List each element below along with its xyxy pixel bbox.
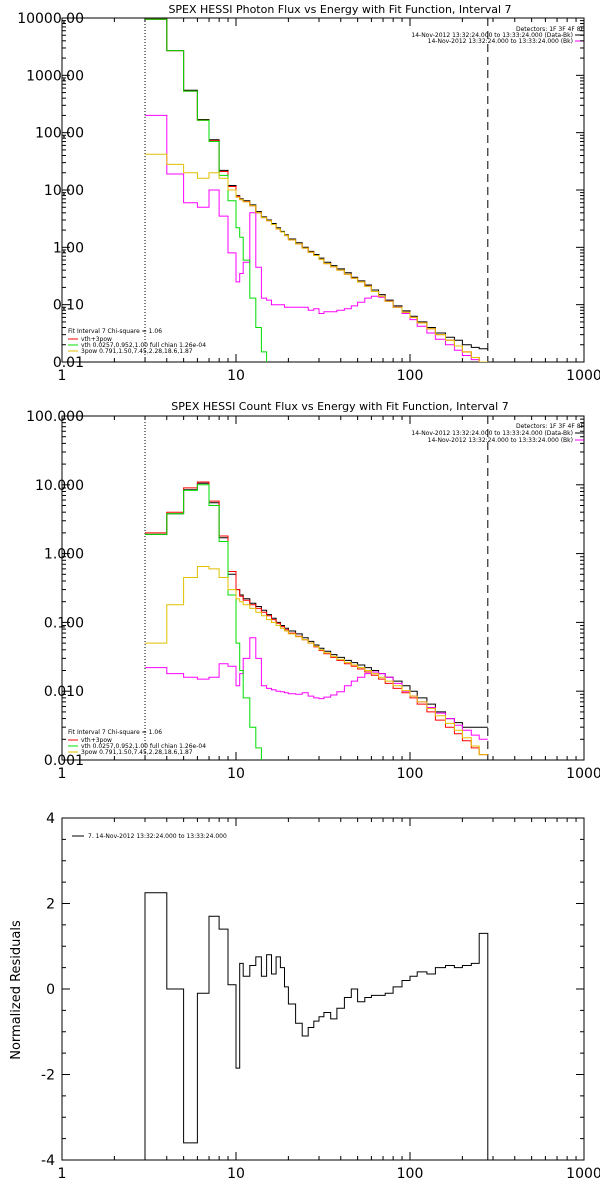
photon-x-tick-label: 1000 bbox=[566, 368, 600, 384]
residuals-x-tick-labels: 1 10 100 1000 bbox=[58, 1166, 600, 1182]
photon-flux-title: SPEX HESSI Photon Flux vs Energy with Fi… bbox=[168, 3, 511, 16]
photon-x-tick-label: 10 bbox=[227, 368, 245, 384]
count-x-tick-label: 100 bbox=[397, 766, 424, 782]
count-x-tick-label: 1 bbox=[58, 766, 67, 782]
count-y-tick-label: 0.010 bbox=[44, 684, 84, 700]
count-legend-top: Detectors: 1F 3F 4F 8F 14-Nov-2012 13:32… bbox=[411, 423, 584, 444]
residuals-series-0 bbox=[144, 892, 489, 1160]
photon-y-tick-label: 10.00 bbox=[44, 183, 84, 199]
photon-x-tick-labels: 1 10 100 1000 bbox=[58, 368, 600, 384]
photon-legend-3pow: 3pow 0.791,1.50,7.45,2.28,18.6,1.87 bbox=[81, 348, 193, 355]
photon-flux-panel: SPEX HESSI Photon Flux vs Energy with Fi… bbox=[17, 3, 600, 384]
residuals-y-tick-label: 4 bbox=[46, 811, 55, 827]
residuals-x-tick-label: 1 bbox=[58, 1166, 67, 1182]
count-series-3 bbox=[145, 484, 262, 760]
residuals-x-tick-label: 10 bbox=[227, 1166, 245, 1182]
residuals-legend-text: 7. 14-Nov-2012 13:32:24.000 to 13:33:24.… bbox=[88, 833, 227, 840]
residuals-y-tick-label: 2 bbox=[46, 897, 55, 913]
photon-y-tick-label: 1000.00 bbox=[26, 68, 84, 84]
residuals-y-tick-label: 0 bbox=[46, 982, 55, 998]
residuals-y-tick-label: -4 bbox=[41, 1153, 55, 1169]
count-series-0 bbox=[145, 482, 488, 728]
photon-legend-bk: 14-Nov-2012 13:32:24.000 to 13:33:24.000… bbox=[428, 38, 573, 45]
count-series-4 bbox=[145, 566, 488, 756]
count-legend-bottom: Fit Interval 7 Chi-square = 1.06 vth+3po… bbox=[68, 729, 206, 756]
residuals-y-axis-label: Normalized Residuals bbox=[9, 920, 24, 1060]
photon-axes-frame bbox=[61, 17, 585, 363]
count-legend-total: vth+3pow bbox=[81, 737, 112, 744]
photon-y-tick-label: 1.00 bbox=[53, 240, 84, 256]
photon-y-ticks bbox=[62, 20, 584, 363]
count-legend-bk: 14-Nov-2012 13:32:24.000 to 13:33:24.000… bbox=[428, 437, 573, 444]
photon-y-tick-label: 0.10 bbox=[53, 298, 84, 314]
photon-y-tick-labels: 0.01 0.10 1.00 10.00 100.00 1000.00 1000… bbox=[17, 11, 84, 371]
residuals-y-ticks bbox=[62, 817, 584, 1161]
photon-y-tick-label: 10000.00 bbox=[17, 11, 84, 27]
count-x-tick-labels: 1 10 100 1000 bbox=[58, 766, 600, 782]
photon-x-tick-label: 1 bbox=[58, 368, 67, 384]
residuals-y-tick-label: -2 bbox=[41, 1068, 55, 1084]
count-fit-interval: Fit Interval 7 Chi-square = 1.06 bbox=[68, 729, 162, 736]
count-legend-3pow: 3pow 0.791,1.50,7.45,2.28,18.6,1.87 bbox=[81, 749, 193, 756]
residuals-axes-frame bbox=[61, 817, 585, 1161]
residuals-x-tick-label: 1000 bbox=[566, 1166, 600, 1182]
count-axes-frame bbox=[61, 415, 585, 761]
photon-y-tick-label: 0.01 bbox=[53, 355, 84, 371]
count-legend-data-bk: 14-Nov-2012 13:32:24.000 to 13:33:24.000… bbox=[411, 430, 573, 437]
count-y-ticks bbox=[62, 418, 584, 761]
photon-series-4 bbox=[145, 153, 488, 362]
photon-legend-top: Detectors: 1F 3F 4F 8F 14-Nov-2012 13:32… bbox=[411, 26, 584, 45]
residuals-panel: Normalized Residuals -4 -2 0 2 4 1 10 10… bbox=[9, 811, 600, 1182]
count-flux-panel: SPEX HESSI Count Flux vs Energy with Fit… bbox=[26, 400, 600, 782]
residuals-y-tick-labels: -4 -2 0 2 4 bbox=[41, 811, 55, 1169]
count-y-tick-label: 0.100 bbox=[44, 615, 84, 631]
photon-x-tick-label: 100 bbox=[397, 368, 424, 384]
count-legend-vth: vth 0.0257,0.952,1.00 full chian 1.26e-0… bbox=[81, 743, 206, 750]
count-legend-detectors: Detectors: 1F 3F 4F 8F bbox=[516, 423, 585, 430]
count-series-1 bbox=[145, 481, 488, 756]
count-y-tick-label: 10.000 bbox=[35, 478, 84, 494]
photon-legend-detectors: Detectors: 1F 3F 4F 8F bbox=[516, 26, 585, 33]
photon-legend-total: vth+3pow bbox=[81, 336, 112, 343]
photon-series-3 bbox=[145, 18, 268, 362]
count-x-tick-label: 1000 bbox=[566, 766, 600, 782]
residuals-x-tick-label: 100 bbox=[397, 1166, 424, 1182]
count-y-tick-label: 1.000 bbox=[44, 547, 84, 563]
photon-series-1 bbox=[145, 18, 488, 362]
photon-legend-vth: vth 0.0257,0.952,1.00 full chian 1.26e-0… bbox=[81, 342, 206, 349]
count-series-2 bbox=[145, 637, 488, 740]
count-y-tick-label: 100.000 bbox=[26, 409, 84, 425]
photon-series-2 bbox=[145, 114, 488, 362]
photon-legend-data-bk: 14-Nov-2012 13:32:24.000 to 13:33:24.000… bbox=[411, 32, 573, 39]
photon-series-0 bbox=[145, 18, 488, 350]
photon-legend-bottom: Fit Interval 7 Chi-square = 1.06 vth+3po… bbox=[68, 328, 206, 355]
photon-y-tick-label: 100.00 bbox=[35, 126, 84, 142]
count-flux-title: SPEX HESSI Count Flux vs Energy with Fit… bbox=[171, 400, 508, 413]
photon-fit-interval: Fit Interval 7 Chi-square = 1.06 bbox=[68, 328, 162, 335]
residuals-x-ticks bbox=[61, 818, 577, 1160]
count-x-tick-label: 10 bbox=[227, 766, 245, 782]
count-x-ticks bbox=[61, 416, 577, 760]
count-y-tick-label: 0.001 bbox=[44, 753, 84, 769]
count-y-tick-labels: 0.001 0.010 0.100 1.000 10.000 100.000 bbox=[26, 409, 84, 769]
